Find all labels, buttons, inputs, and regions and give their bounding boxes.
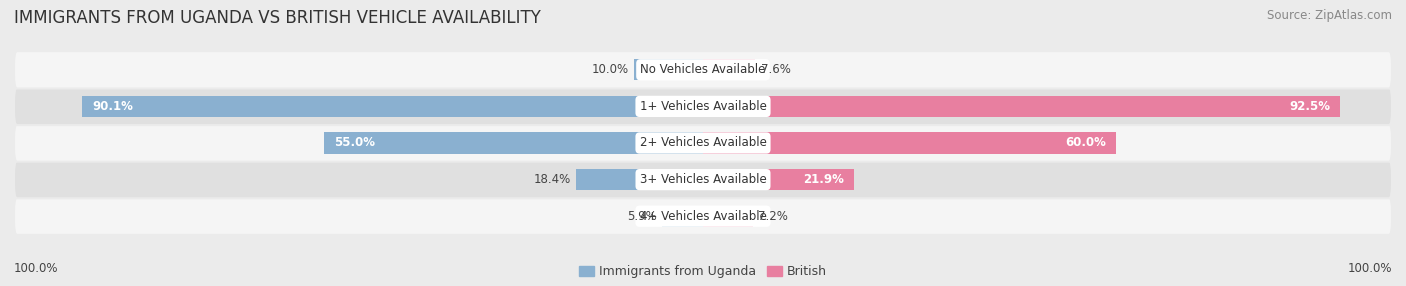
Legend: Immigrants from Uganda, British: Immigrants from Uganda, British xyxy=(575,260,831,283)
Bar xyxy=(703,96,1340,117)
Text: 7.2%: 7.2% xyxy=(758,210,787,223)
Bar xyxy=(703,169,853,190)
FancyBboxPatch shape xyxy=(14,124,1392,162)
Text: 1+ Vehicles Available: 1+ Vehicles Available xyxy=(640,100,766,113)
Text: 90.1%: 90.1% xyxy=(93,100,134,113)
FancyBboxPatch shape xyxy=(14,161,1392,198)
Text: 5.9%: 5.9% xyxy=(627,210,657,223)
FancyBboxPatch shape xyxy=(14,198,1392,235)
FancyBboxPatch shape xyxy=(14,51,1392,88)
Bar xyxy=(634,59,703,80)
Text: 4+ Vehicles Available: 4+ Vehicles Available xyxy=(640,210,766,223)
Text: 60.0%: 60.0% xyxy=(1066,136,1107,150)
Bar xyxy=(576,169,703,190)
Text: 55.0%: 55.0% xyxy=(335,136,375,150)
Text: 18.4%: 18.4% xyxy=(533,173,571,186)
Text: 3+ Vehicles Available: 3+ Vehicles Available xyxy=(640,173,766,186)
Text: No Vehicles Available: No Vehicles Available xyxy=(640,63,766,76)
Text: 2+ Vehicles Available: 2+ Vehicles Available xyxy=(640,136,766,150)
Bar xyxy=(703,59,755,80)
Text: 100.0%: 100.0% xyxy=(1347,262,1392,275)
Bar xyxy=(703,206,752,227)
Text: 7.6%: 7.6% xyxy=(761,63,790,76)
Text: Source: ZipAtlas.com: Source: ZipAtlas.com xyxy=(1267,9,1392,21)
Text: 100.0%: 100.0% xyxy=(14,262,59,275)
Text: 10.0%: 10.0% xyxy=(592,63,628,76)
FancyBboxPatch shape xyxy=(14,88,1392,125)
Text: IMMIGRANTS FROM UGANDA VS BRITISH VEHICLE AVAILABILITY: IMMIGRANTS FROM UGANDA VS BRITISH VEHICL… xyxy=(14,9,541,27)
Text: 92.5%: 92.5% xyxy=(1289,100,1330,113)
Bar xyxy=(323,132,703,154)
Bar xyxy=(83,96,703,117)
Text: 21.9%: 21.9% xyxy=(803,173,844,186)
Bar xyxy=(703,132,1116,154)
Bar xyxy=(662,206,703,227)
